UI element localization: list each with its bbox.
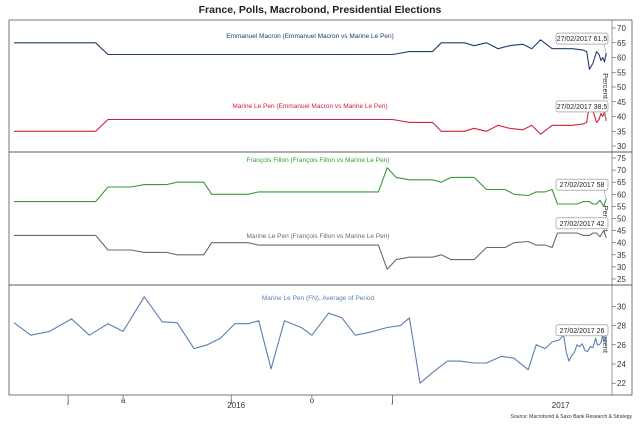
series-line [13, 296, 607, 384]
y-axis-title: Percent [601, 73, 610, 100]
series-line [14, 167, 607, 207]
y-tick-label: 65 [617, 39, 626, 48]
y-tick-label: 25 [617, 275, 626, 284]
series-2-2: Marine Le Pen (François Fillon vs Marine… [14, 217, 609, 270]
callout-pointer [603, 111, 607, 121]
y-tick-label: 50 [617, 83, 626, 92]
panel-1: 30 35 40 45 50 55 60 65 70 Percent Emmanuel Macron… [8, 19, 633, 153]
y-tick-label: 30 [617, 263, 626, 272]
series-line [14, 39, 607, 70]
callout-pointer [603, 44, 607, 54]
y-tick-label: 24 [617, 360, 626, 369]
series-line [14, 230, 607, 270]
callout-box [555, 100, 609, 113]
series-3-1: Marine Le Pen (FN), Average of Period 27/… [13, 295, 609, 384]
x-tick-label: a [121, 396, 126, 405]
y-tick-label: 40 [617, 113, 626, 122]
callout-label: 27/02/2017 38,5 [557, 104, 608, 111]
series-label: Marine Le Pen (Emmanuel Macron vs Marine… [232, 103, 387, 110]
callout-box [555, 324, 609, 337]
series-label: François Fillon (François Fillon vs Mari… [246, 157, 389, 164]
panel-2: 2530354045505560657075PercentFrançois Fi… [8, 151, 633, 286]
y-tick-label: 30 [617, 142, 626, 151]
y-tick-label: 50 [617, 215, 626, 224]
y-tick-label: 70 [617, 24, 626, 33]
callout-box [555, 178, 609, 191]
x-tick-label: j [66, 396, 69, 405]
y-tick-label: 35 [617, 127, 626, 136]
y-tick-label: 45 [617, 227, 626, 236]
panel-frame [8, 151, 633, 286]
panels: 30 35 40 45 50 55 60 65 70 Percent Emmanuel Macron… [8, 19, 633, 396]
y-tick-label: 35 [617, 251, 626, 260]
y-tick-label: 75 [617, 154, 626, 163]
y-tick-label: 40 [617, 239, 626, 248]
y-tick-label: 55 [617, 202, 626, 211]
chart-title: France, Polls, Macrobond, Presidential E… [199, 4, 442, 16]
y-tick-label: 45 [617, 98, 626, 107]
y-tick-label: 65 [617, 178, 626, 187]
x-tick-label: j [229, 396, 232, 405]
x-tick-label: j [391, 396, 394, 405]
callout-pointer [603, 335, 607, 345]
callout-label: 27/02/2017 61,5 [557, 36, 608, 43]
callout-box [555, 217, 609, 230]
series-1-2: Marine Le Pen (Emmanuel Macron vs Marine… [14, 100, 609, 135]
source-note: Source: Macrobond & Saxo Bank Research &… [511, 414, 633, 420]
y-tick-label: 60 [617, 190, 626, 199]
series-2-1: François Fillon (François Fillon vs Mari… [14, 157, 609, 207]
series-line [14, 104, 607, 135]
x-tick-label: o [310, 396, 315, 405]
y-tick-label: 26 [617, 341, 626, 350]
series-1-1: Emmanuel Macron (Emmanuel Macron vs Mari… [14, 32, 609, 70]
callout-pointer [603, 228, 607, 238]
y-tick-label: 70 [617, 166, 626, 175]
y-tick-label: 22 [617, 379, 626, 388]
callout-label: 27/02/2017 42 [560, 221, 605, 228]
y-tick-label: 30 [617, 302, 626, 311]
y-tick-label: 60 [617, 54, 626, 63]
y-tick-label: 28 [617, 322, 626, 331]
x-year-label: 2016 [227, 401, 245, 410]
series-label: Marine Le Pen (FN), Average of Period [262, 295, 375, 302]
callout-pointer [603, 190, 607, 200]
panel-frame [8, 284, 633, 396]
callout-label: 27/02/2017 58 [560, 182, 605, 189]
series-label: Emmanuel Macron (Emmanuel Macron vs Mari… [226, 33, 394, 40]
x-year-label: 2017 [552, 401, 570, 410]
series-label: Marine Le Pen (François Fillon vs Marine… [246, 233, 389, 240]
y-tick-label: 55 [617, 68, 626, 77]
callout-box [555, 32, 609, 45]
callout-label: 27/02/2017 26 [560, 328, 605, 335]
